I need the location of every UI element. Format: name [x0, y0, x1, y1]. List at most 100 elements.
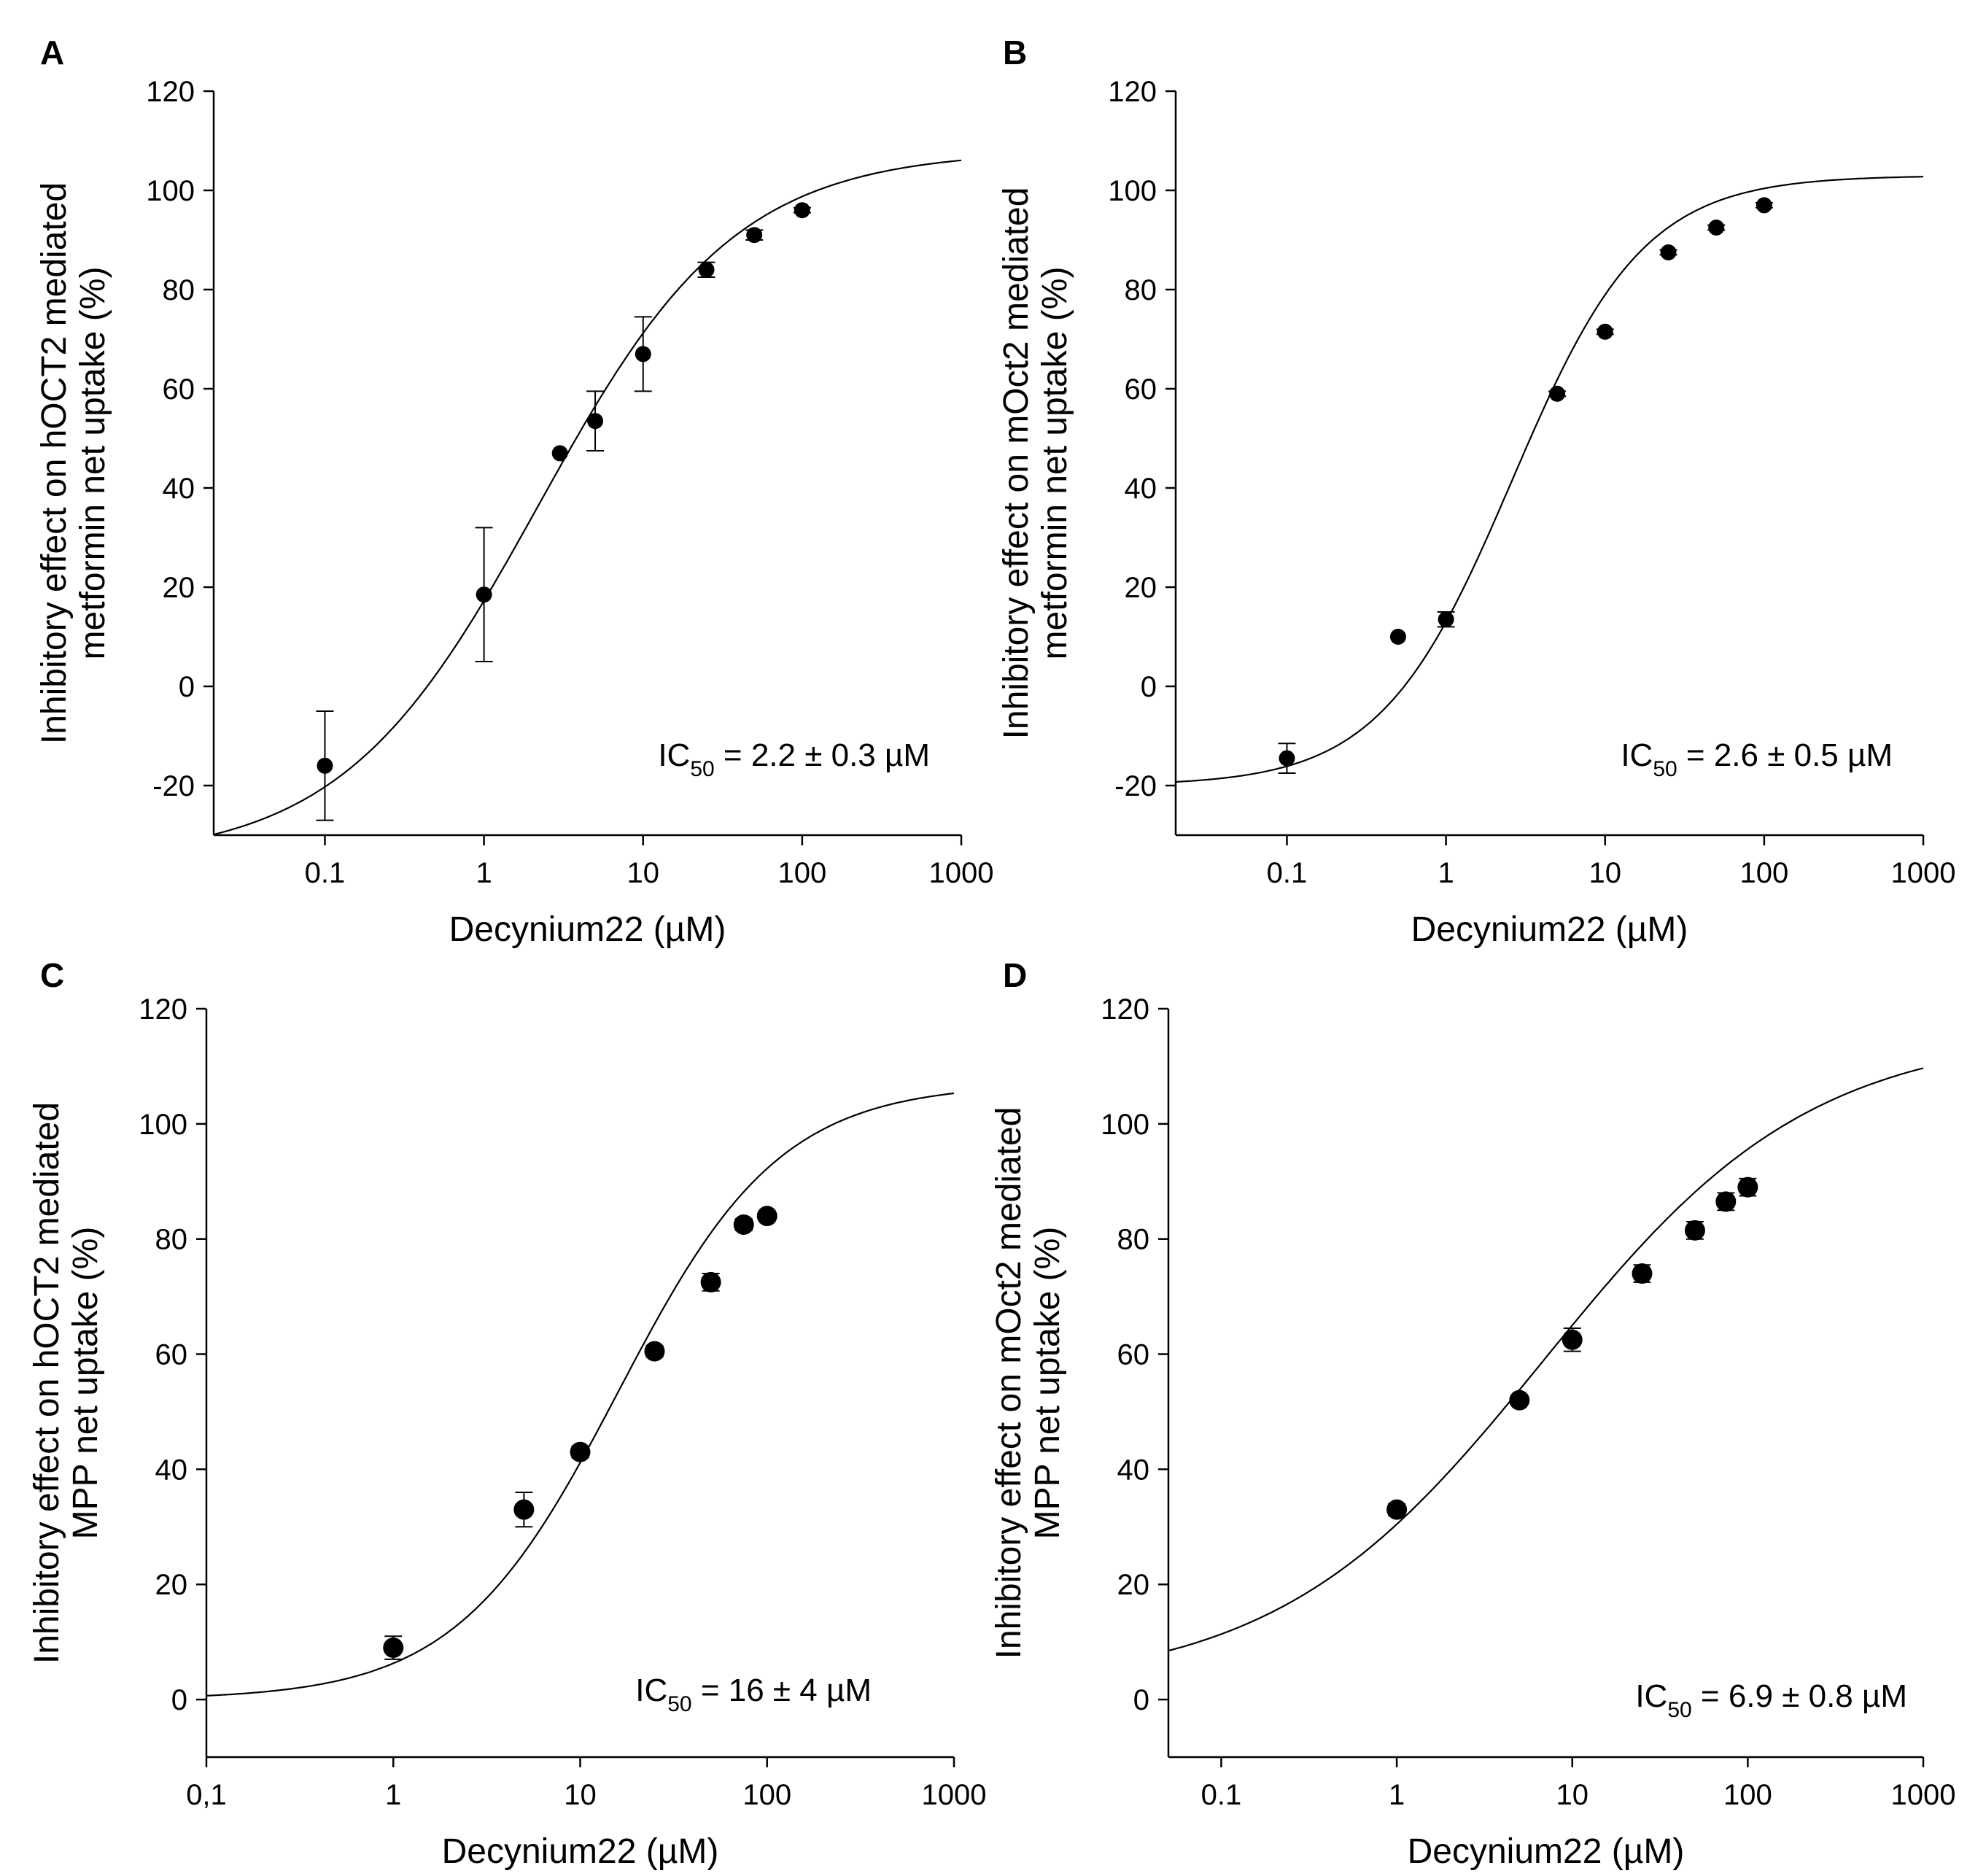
y-tick-label: 60: [155, 1339, 188, 1371]
data-point: [1715, 1191, 1737, 1212]
data-marker: [1708, 220, 1725, 236]
x-axis-label: Decynium22 (µM): [1411, 910, 1688, 949]
y-tick-label: 0: [171, 1684, 187, 1716]
x-tick-label: 1: [385, 1779, 401, 1811]
data-marker: [746, 227, 763, 244]
data-marker: [1509, 1389, 1530, 1411]
data-marker: [1549, 385, 1566, 402]
data-marker: [551, 445, 568, 462]
x-tick-label: 1: [1389, 1779, 1405, 1811]
data-point: [1737, 1177, 1758, 1198]
x-tick-label: 0.1: [1201, 1779, 1242, 1811]
y-tick-label: 80: [155, 1224, 188, 1256]
y-tick-label: 60: [1125, 373, 1157, 406]
data-marker: [476, 586, 492, 603]
panel-c: C 0 20 40 60 80 100 120 0,1 1 10 100 1000 Decynium22 …: [28, 956, 986, 1871]
ic50-subscript: 50: [1653, 757, 1677, 781]
data-point: [570, 1441, 591, 1462]
ic50-value: = 2.6 ± 0.5 µM: [1677, 737, 1893, 773]
data-marker: [513, 1499, 535, 1520]
data-marker: [1756, 197, 1772, 214]
x-tick-label: 0.1: [1267, 857, 1308, 889]
data-point: [697, 261, 715, 278]
x-tick-label: 100: [1739, 857, 1788, 889]
x-tick-label: 1: [1438, 857, 1454, 889]
data-point: [700, 1271, 721, 1292]
data-point: [1437, 611, 1455, 628]
data-marker: [1715, 1191, 1737, 1212]
y-axis-label-line-1: Inhibitory effect on mOct2 mediated: [990, 1107, 1028, 1659]
y-tick-label: 60: [1117, 1339, 1150, 1371]
ic50-subscript: 50: [667, 1692, 691, 1716]
y-tick-label: 20: [163, 572, 195, 604]
data-marker: [1660, 244, 1677, 260]
y-tick-label: 0: [1133, 1684, 1149, 1716]
data-point: [316, 710, 334, 821]
y-tick-label: 80: [1125, 274, 1157, 306]
ic50-value: = 2.2 ± 0.3 µM: [715, 737, 930, 773]
data-point: [634, 316, 652, 392]
data-marker: [383, 1637, 404, 1659]
data-point: [1509, 1389, 1530, 1411]
panel-letter: B: [1003, 34, 1027, 71]
y-tick-label: 0: [1141, 671, 1157, 703]
x-tick-label: 1000: [922, 1779, 987, 1811]
x-axis-label: Decynium22 (µM): [1408, 1832, 1685, 1871]
panel-letter: C: [40, 956, 64, 994]
fit-curve: [206, 1092, 955, 1697]
data-point: [1632, 1263, 1653, 1284]
data-point: [1596, 323, 1614, 340]
data-point: [1562, 1327, 1583, 1352]
data-point: [1755, 197, 1773, 214]
x-tick-label: 10: [1556, 1779, 1589, 1811]
ic50-annotation: IC50 = 6.9 ± 0.8 µM: [1635, 1678, 1907, 1722]
y-tick-label: 20: [1125, 572, 1157, 604]
data-marker: [733, 1214, 754, 1235]
x-axis-label: Decynium22 (µM): [442, 1832, 719, 1871]
x-tick-label: 100: [1723, 1779, 1772, 1811]
data-marker: [587, 413, 604, 430]
panel-letter: A: [40, 34, 64, 71]
x-tick-label: 10: [564, 1779, 597, 1811]
x-tick-label: 100: [777, 857, 826, 889]
x-tick-label: 10: [627, 857, 659, 889]
ic50-value: = 6.9 ± 0.8 µM: [1692, 1678, 1907, 1714]
panel-letter: D: [1003, 956, 1027, 994]
ic50-annotation: IC50 = 2.2 ± 0.3 µM: [658, 737, 930, 781]
ic50-prefix: IC: [1635, 1678, 1667, 1714]
data-marker: [1279, 750, 1295, 767]
data-point: [1707, 220, 1726, 236]
data-marker: [700, 1271, 721, 1292]
x-tick-label: 100: [742, 1779, 791, 1811]
y-axis-label-line-2: MPP net uptake (%): [1028, 1227, 1067, 1540]
data-point: [513, 1491, 535, 1528]
data-marker: [756, 1206, 777, 1227]
y-tick-label: 0: [179, 671, 195, 703]
data-marker: [317, 757, 333, 774]
y-axis-label-line-1: Inhibitory effect on hOCT2 mediated: [28, 1102, 66, 1664]
data-marker: [1438, 611, 1454, 628]
x-tick-label: 1000: [1891, 857, 1956, 889]
data-point: [756, 1206, 777, 1227]
y-tick-label: 120: [1108, 76, 1157, 108]
data-point: [733, 1214, 754, 1235]
y-tick-label: 120: [139, 993, 187, 1026]
y-tick-label: 40: [1117, 1454, 1150, 1486]
x-axis-label: Decynium22 (µM): [449, 910, 726, 949]
y-axis-label-line-2: metformin net uptake (%): [74, 267, 112, 660]
y-tick-label: 40: [1125, 473, 1157, 505]
y-tick-label: 120: [1101, 993, 1149, 1026]
y-tick-label: 100: [1101, 1109, 1149, 1141]
ic50-subscript: 50: [1667, 1698, 1691, 1722]
y-tick-label: 40: [163, 473, 195, 505]
data-marker: [1389, 629, 1406, 645]
ic50-annotation: IC50 = 2.6 ± 0.5 µM: [1621, 737, 1893, 781]
x-tick-label: 0.1: [305, 857, 346, 889]
data-marker: [698, 261, 715, 278]
data-point: [586, 390, 605, 451]
data-point: [1684, 1220, 1705, 1241]
y-tick-label: 100: [1108, 175, 1157, 207]
data-point: [383, 1635, 404, 1660]
data-marker: [635, 346, 651, 363]
